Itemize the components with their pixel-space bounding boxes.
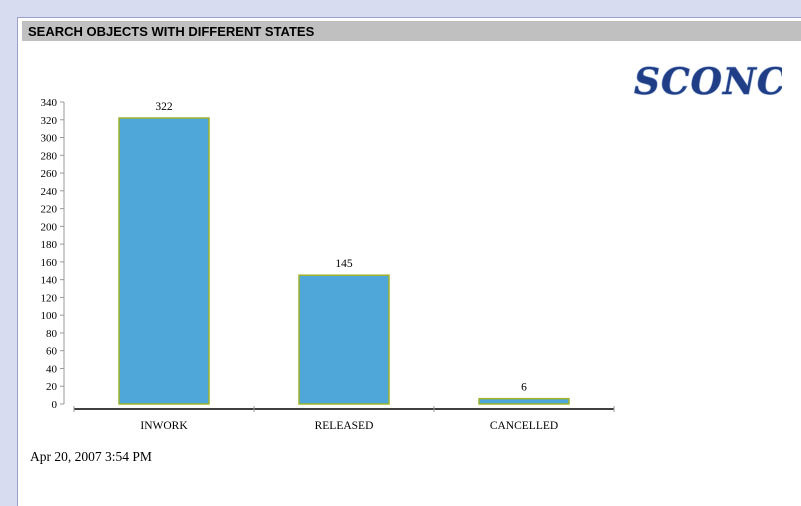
y-tick-label: 160 xyxy=(41,257,58,269)
y-tick-label: 80 xyxy=(46,328,58,340)
y-tick-label: 240 xyxy=(41,186,58,198)
bar-inwork xyxy=(118,117,210,405)
y-tick-label: 40 xyxy=(46,363,58,375)
logo-text: SCONCE xyxy=(634,61,782,102)
y-tick-label: 20 xyxy=(46,381,58,393)
y-tick-label: 60 xyxy=(46,346,58,358)
y-tick-label: 320 xyxy=(41,115,58,127)
x-tick-label: RELEASED xyxy=(315,420,374,432)
x-tick-label: INWORK xyxy=(140,420,188,432)
y-tick-label: 100 xyxy=(41,310,58,322)
data-label: 145 xyxy=(335,258,353,270)
bar-released xyxy=(298,274,390,405)
y-tick-label: 200 xyxy=(41,221,58,233)
y-tick-label: 180 xyxy=(41,239,58,251)
y-tick-label: 340 xyxy=(41,97,58,109)
page-title: SEARCH OBJECTS WITH DIFFERENT STATES xyxy=(28,24,315,39)
timestamp: Apr 20, 2007 3:54 PM xyxy=(30,449,152,464)
x-tick-label: CANCELLED xyxy=(490,420,558,432)
y-tick-label: 0 xyxy=(52,399,58,411)
bar-cancelled xyxy=(478,397,570,405)
data-label: 322 xyxy=(155,101,173,113)
y-tick-label: 260 xyxy=(41,168,58,180)
report-panel: SEARCH OBJECTS WITH DIFFERENT STATES SCO… xyxy=(17,17,801,506)
y-tick-label: 120 xyxy=(41,292,58,304)
sconce-logo: SCONCE xyxy=(633,60,782,102)
bar-chart: 0 20 40 60 80 100 120 140 160 180 200 220 240 260 280 3… xyxy=(41,97,615,432)
y-tick-label: 300 xyxy=(41,133,58,145)
y-tick-label: 140 xyxy=(41,275,58,287)
title-bar: SEARCH OBJECTS WITH DIFFERENT STATES xyxy=(22,21,801,41)
y-tick-label: 280 xyxy=(41,150,58,162)
y-tick-label: 220 xyxy=(41,204,58,216)
data-label: 6 xyxy=(521,382,527,394)
